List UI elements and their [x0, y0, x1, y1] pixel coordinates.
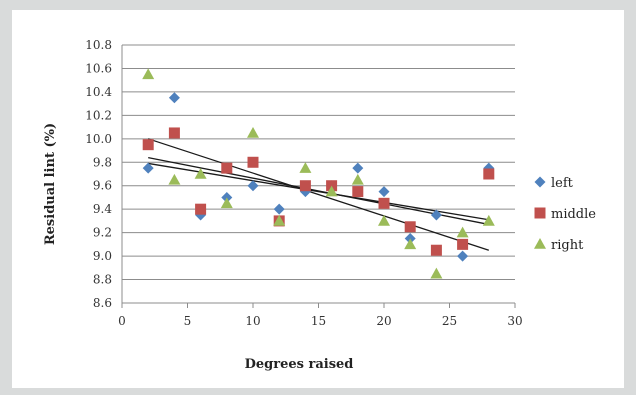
legend-marker-left — [534, 176, 546, 188]
point-left — [273, 203, 285, 215]
y-tick-label: 9.8 — [93, 155, 112, 169]
legend-label-middle: middle — [551, 207, 596, 222]
y-tick-label: 9.2 — [93, 226, 112, 240]
point-right — [456, 226, 469, 238]
point-right — [247, 126, 259, 138]
x-tick-labels: 0 5 10 15 20 25 30 — [118, 314, 522, 328]
gridlines — [122, 44, 515, 281]
point-left — [457, 250, 469, 262]
point-middle — [352, 186, 364, 198]
x-tick-label: 20 — [376, 314, 391, 328]
y-tick-labels: 8.6 8.8 9.0 9.2 9.4 9.6 9.8 10.0 10.2 10.4 10.6 10.… — [85, 38, 112, 310]
x-tick-label: 10 — [245, 314, 260, 328]
point-right — [299, 162, 312, 173]
point-middle — [299, 180, 311, 192]
trendline-middle — [148, 162, 489, 221]
legend-label-left: left — [551, 176, 574, 191]
point-right — [142, 68, 155, 80]
point-middle — [404, 221, 416, 233]
point-left — [247, 180, 259, 192]
y-axis-title: Residual lint (%) — [43, 123, 58, 245]
point-right — [351, 173, 364, 185]
x-tick-label: 30 — [507, 314, 522, 328]
point-right — [168, 173, 181, 185]
point-left — [352, 162, 364, 174]
data-points — [142, 68, 495, 279]
y-tick-label: 9.4 — [93, 202, 112, 216]
point-middle — [195, 203, 207, 215]
scatter-chart: 8.6 8.8 9.0 9.2 9.4 9.6 9.8 10.0 10.2 10.4 10.6 10.… — [43, 38, 596, 372]
point-right — [430, 267, 443, 279]
legend: left middle right — [534, 176, 596, 253]
point-middle — [142, 139, 154, 151]
point-middle — [378, 197, 390, 209]
point-left — [168, 92, 180, 104]
x-axis-title: Degrees raised — [245, 357, 354, 372]
legend-marker-right — [534, 238, 546, 249]
point-middle — [247, 156, 259, 168]
y-tick-label: 10.8 — [85, 38, 112, 52]
point-right — [273, 214, 286, 226]
axes — [121, 45, 516, 308]
y-tick-label: 10.2 — [85, 108, 112, 122]
trendline-right — [147, 138, 490, 251]
point-right — [220, 197, 233, 209]
x-tick-label: 0 — [118, 314, 126, 328]
y-tick-label: 9.0 — [93, 249, 112, 263]
y-tick-label: 10.4 — [85, 85, 112, 99]
chart-frame: 8.6 8.8 9.0 9.2 9.4 9.6 9.8 10.0 10.2 10.4 10.6 10.… — [12, 10, 624, 388]
point-left — [378, 186, 390, 198]
y-tick-label: 9.6 — [93, 179, 112, 193]
point-middle — [457, 238, 469, 250]
legend-label-right: right — [551, 238, 584, 253]
x-tick-label: 15 — [311, 314, 326, 328]
point-left — [142, 162, 154, 174]
point-middle — [483, 168, 495, 180]
point-middle — [168, 127, 180, 139]
y-tick-label: 8.6 — [93, 296, 112, 310]
y-tick-label: 10.6 — [85, 61, 112, 75]
x-tick-label: 5 — [184, 314, 192, 328]
point-right — [378, 214, 390, 226]
legend-marker-middle — [534, 207, 546, 219]
point-left — [430, 209, 442, 221]
point-right — [194, 168, 207, 179]
y-tick-label: 10.0 — [85, 132, 112, 146]
point-middle — [221, 162, 233, 174]
point-right — [404, 238, 417, 250]
y-tick-label: 8.8 — [93, 273, 112, 287]
trendlines — [147, 138, 490, 251]
x-tick-label: 25 — [442, 314, 457, 328]
point-middle — [430, 244, 442, 256]
point-right — [325, 185, 338, 197]
point-right — [482, 214, 495, 226]
